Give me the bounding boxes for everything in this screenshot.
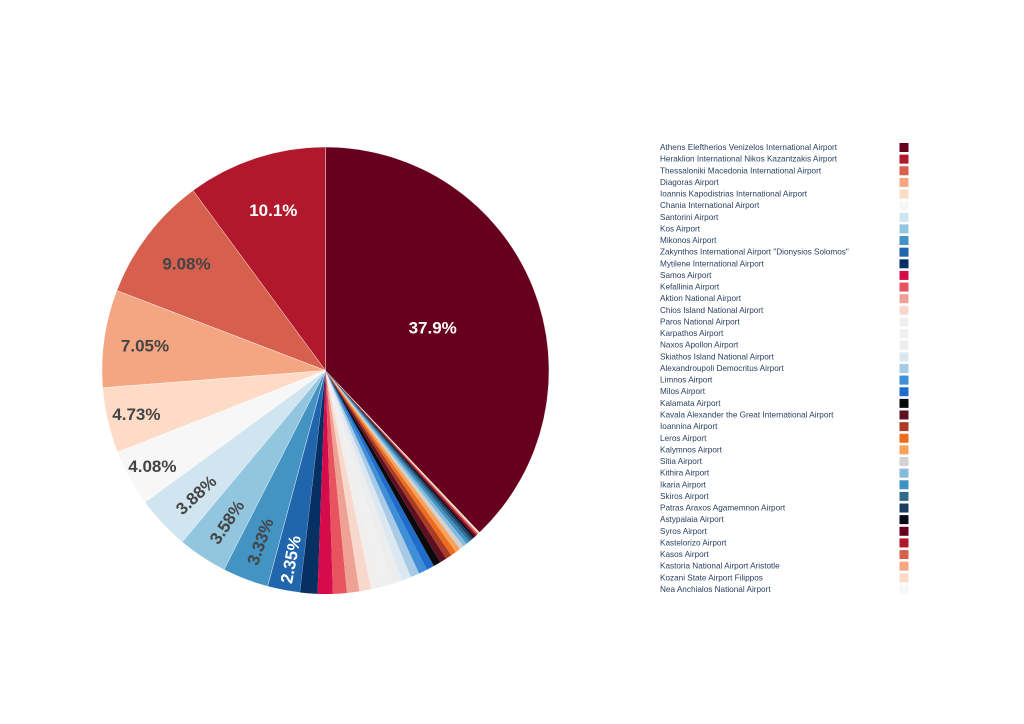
svg-text:Kefallinia Airport: Kefallinia Airport xyxy=(660,283,720,292)
svg-text:Alexandroupoli Democritus Airp: Alexandroupoli Democritus Airport xyxy=(660,364,785,373)
svg-text:Sitia Airport: Sitia Airport xyxy=(660,457,703,466)
svg-text:Aktion National Airport: Aktion National Airport xyxy=(660,294,742,303)
svg-text:Thessaloniki Macedonia Interna: Thessaloniki Macedonia International Air… xyxy=(660,166,822,175)
svg-text:10.1%: 10.1% xyxy=(249,201,297,220)
svg-text:Diagoras Airport: Diagoras Airport xyxy=(660,178,719,187)
svg-text:Kithira Airport: Kithira Airport xyxy=(660,469,710,478)
svg-text:37.9%: 37.9% xyxy=(409,319,457,338)
svg-text:Kalamata Airport: Kalamata Airport xyxy=(660,399,721,408)
svg-text:Kavala Alexander the Great Int: Kavala Alexander the Great International… xyxy=(660,410,834,419)
svg-text:Syros Airport: Syros Airport xyxy=(660,527,708,536)
svg-text:Karpathos Airport: Karpathos Airport xyxy=(660,329,724,338)
svg-text:Skiros Airport: Skiros Airport xyxy=(660,492,709,501)
svg-text:Ikaria Airport: Ikaria Airport xyxy=(660,480,707,489)
svg-text:Naxos Apollon Airport: Naxos Apollon Airport xyxy=(660,341,739,350)
svg-text:Ioannina Airport: Ioannina Airport xyxy=(660,422,718,431)
svg-text:Milos Airport: Milos Airport xyxy=(660,387,706,396)
svg-text:Limnos Airport: Limnos Airport xyxy=(660,376,713,385)
svg-text:Skiathos Island National Airpo: Skiathos Island National Airport xyxy=(660,352,775,361)
svg-text:Kasos Airport: Kasos Airport xyxy=(660,550,709,559)
svg-text:Mikonos Airport: Mikonos Airport xyxy=(660,236,717,245)
svg-text:9.08%: 9.08% xyxy=(162,255,210,274)
svg-text:Kos Airport: Kos Airport xyxy=(660,224,701,233)
svg-text:Ioannis Kapodistrias Internati: Ioannis Kapodistrias International Airpo… xyxy=(660,190,808,199)
svg-text:Athens Eleftherios Venizelos I: Athens Eleftherios Venizelos Internation… xyxy=(660,143,838,152)
svg-text:Chios Island National Airport: Chios Island National Airport xyxy=(660,306,764,315)
svg-text:Kastelorizo Airport: Kastelorizo Airport xyxy=(660,538,727,547)
svg-text:Santorini Airport: Santorini Airport xyxy=(660,213,719,222)
svg-text:Patras Araxos Agamemnon Airpor: Patras Araxos Agamemnon Airport xyxy=(660,504,786,513)
svg-text:7.05%: 7.05% xyxy=(121,337,169,356)
svg-text:4.73%: 4.73% xyxy=(112,405,160,424)
svg-text:Mytilene International Airport: Mytilene International Airport xyxy=(660,259,764,268)
svg-text:Zakynthos International Airpor: Zakynthos International Airport "Dionysi… xyxy=(660,248,849,257)
svg-text:Samos Airport: Samos Airport xyxy=(660,271,712,280)
svg-text:Chania International Airport: Chania International Airport xyxy=(660,201,760,210)
svg-text:4.08%: 4.08% xyxy=(128,457,176,476)
svg-text:Leros Airport: Leros Airport xyxy=(660,434,707,443)
svg-text:Nea Anchialos National Airport: Nea Anchialos National Airport xyxy=(660,585,771,594)
svg-text:Kozani State Airport Filippos: Kozani State Airport Filippos xyxy=(660,573,763,582)
svg-text:Astypalaia Airport: Astypalaia Airport xyxy=(660,515,724,524)
svg-text:Heraklion International Nikos: Heraklion International Nikos Kazantzaki… xyxy=(660,155,838,164)
svg-text:Paros National Airport: Paros National Airport xyxy=(660,317,740,326)
svg-text:Kastoria National Airport Aris: Kastoria National Airport Aristotle xyxy=(660,562,780,571)
svg-text:Kalymnos Airport: Kalymnos Airport xyxy=(660,445,723,454)
